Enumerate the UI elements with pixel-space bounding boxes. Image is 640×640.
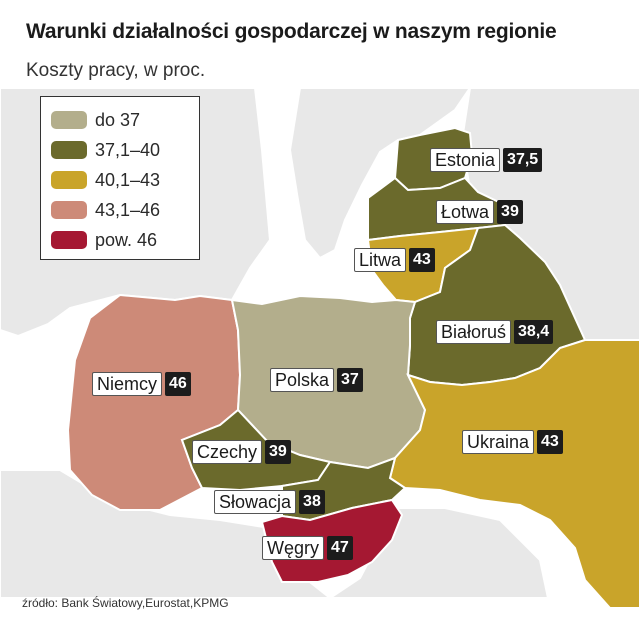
legend-swatch <box>51 171 87 189</box>
country-name: Łotwa <box>436 200 495 224</box>
legend-item: do 37 <box>51 105 199 135</box>
label-polska: Polska 37 <box>270 368 363 392</box>
label-slowacja: Słowacja 38 <box>214 490 325 514</box>
legend-item: 37,1–40 <box>51 135 199 165</box>
map-subtitle: Koszty pracy, w proc. <box>26 60 206 81</box>
country-name: Litwa <box>354 248 407 272</box>
country-name: Słowacja <box>214 490 297 514</box>
country-value: 38 <box>299 490 325 514</box>
country-name: Czechy <box>192 440 263 464</box>
legend-swatch <box>51 111 87 129</box>
legend-swatch <box>51 231 87 249</box>
source-note: źródło: Bank Światowy,Eurostat,KPMG <box>22 596 229 610</box>
country-value: 43 <box>409 248 435 272</box>
country-value: 47 <box>327 536 353 560</box>
legend-label: 37,1–40 <box>95 139 161 160</box>
legend-label: pow. 46 <box>95 229 158 250</box>
label-bialorus: Białoruś 38,4 <box>436 320 554 344</box>
country-name: Niemcy <box>92 372 163 396</box>
legend-label: 40,1–43 <box>95 169 161 190</box>
country-value: 38,4 <box>514 320 554 344</box>
label-lotwa: Łotwa 39 <box>436 200 523 224</box>
country-value: 43 <box>537 430 563 454</box>
map-legend: do 37 37,1–40 40,1–43 43,1–46 pow. 46 <box>40 96 200 260</box>
country-value: 39 <box>497 200 523 224</box>
legend-swatch <box>51 141 87 159</box>
country-value: 46 <box>165 372 191 396</box>
legend-item: 40,1–43 <box>51 165 199 195</box>
country-value: 37,5 <box>503 148 543 172</box>
label-niemcy: Niemcy 46 <box>92 372 191 396</box>
legend-swatch <box>51 201 87 219</box>
map-title: Warunki działalności gospodarczej w nasz… <box>26 20 557 43</box>
country-name: Estonia <box>430 148 501 172</box>
label-litwa: Litwa 43 <box>354 248 435 272</box>
country-name: Ukraina <box>462 430 535 454</box>
legend-label: do 37 <box>95 109 141 130</box>
country-name: Białoruś <box>436 320 512 344</box>
country-value: 37 <box>337 368 363 392</box>
label-czechy: Czechy 39 <box>192 440 291 464</box>
legend-item: pow. 46 <box>51 225 199 255</box>
country-value: 39 <box>265 440 291 464</box>
label-wegry: Węgry 47 <box>262 536 353 560</box>
label-estonia: Estonia 37,5 <box>430 148 543 172</box>
legend-item: 43,1–46 <box>51 195 199 225</box>
legend-label: 43,1–46 <box>95 199 161 220</box>
country-name: Polska <box>270 368 335 392</box>
country-name: Węgry <box>262 536 325 560</box>
label-ukraina: Ukraina 43 <box>462 430 563 454</box>
